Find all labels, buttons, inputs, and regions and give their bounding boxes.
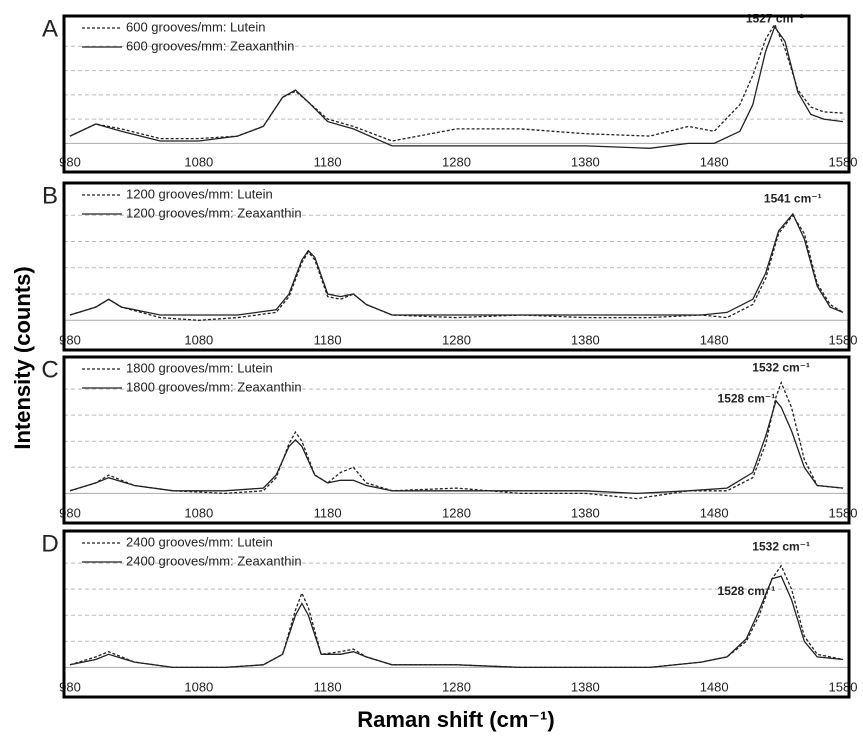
x-tick-label: 1080 (184, 679, 213, 694)
peak-annotation: 1528 cm⁻¹ (718, 392, 776, 406)
x-tick-label: 1380 (571, 332, 600, 347)
x-tick-label: 1380 (571, 505, 600, 520)
panel-frame (62, 529, 851, 699)
x-tick-label: 980 (59, 154, 81, 169)
peak-annotation: 1527 cm⁻¹ (746, 12, 804, 26)
legend-label: 1800 grooves/mm: Lutein (126, 360, 273, 375)
x-tick-label: 1280 (442, 679, 471, 694)
x-tick-label: 1380 (571, 154, 600, 169)
x-tick-label: 1180 (314, 332, 342, 347)
legend-label: 2400 grooves/mm: Zeaxanthin (126, 553, 302, 568)
x-tick-label: 980 (59, 679, 81, 694)
y-axis-label: Intensity (counts) (10, 266, 35, 449)
series-line (69, 25, 844, 149)
x-tick-label: 1480 (700, 154, 729, 169)
peak-annotation: 1528 cm⁻¹ (718, 584, 776, 598)
x-tick-label: 1480 (700, 679, 729, 694)
x-tick-label: 980 (59, 332, 81, 347)
x-tick-label: 980 (59, 505, 81, 520)
x-tick-label: 1280 (442, 505, 471, 520)
x-tick-label: 1580 (829, 154, 858, 169)
x-tick-label: 1180 (314, 154, 342, 169)
series-line (69, 564, 844, 669)
x-tick-label: 1080 (184, 332, 213, 347)
x-tick-label: 1180 (314, 505, 342, 520)
peak-annotation: 1541 cm⁻¹ (764, 192, 822, 206)
x-tick-label: 1480 (700, 505, 729, 520)
panel-label: B (42, 182, 58, 209)
x-tick-label: 1580 (829, 332, 858, 347)
legend-label: 2400 grooves/mm: Lutein (126, 534, 273, 549)
x-tick-label: 1480 (700, 332, 729, 347)
legend-label: 1200 grooves/mm: Lutein (126, 186, 273, 201)
peak-annotation: 1532 cm⁻¹ (752, 360, 810, 374)
panel-frame (62, 14, 851, 174)
series-line (69, 212, 844, 316)
panel-label: A (42, 15, 58, 42)
x-tick-label: 1580 (829, 505, 858, 520)
x-tick-label: 1580 (829, 679, 858, 694)
legend-label: 1200 grooves/mm: Zeaxanthin (126, 205, 302, 220)
panel-label: C (41, 356, 58, 383)
series-line (69, 22, 844, 142)
legend-label: 1800 grooves/mm: Zeaxanthin (126, 379, 302, 394)
x-tick-label: 1380 (571, 679, 600, 694)
x-tick-label: 1080 (184, 505, 213, 520)
panel-frame (62, 181, 851, 352)
x-tick-label: 1280 (442, 332, 471, 347)
peak-annotation: 1532 cm⁻¹ (752, 540, 810, 554)
x-tick-label: 1280 (442, 154, 471, 169)
series-line (69, 380, 844, 500)
x-axis-label: Raman shift (cm⁻¹) (357, 707, 554, 732)
x-tick-label: 1080 (184, 154, 213, 169)
panel-label: D (41, 530, 58, 557)
panel-frame (62, 355, 851, 525)
series-line (69, 399, 844, 495)
series-line (69, 575, 844, 669)
x-tick-label: 1180 (314, 679, 342, 694)
legend-label: 600 grooves/mm: Lutein (126, 19, 265, 34)
legend-label: 600 grooves/mm: Zeaxanthin (126, 38, 294, 53)
